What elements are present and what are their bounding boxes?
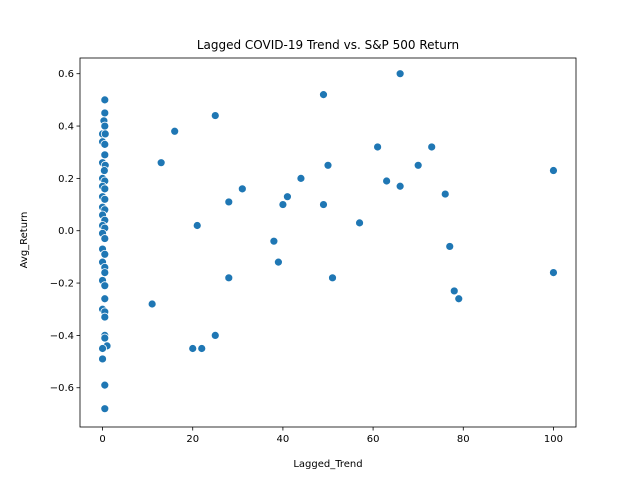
data-point xyxy=(170,126,180,136)
data-point xyxy=(319,90,328,100)
data-point xyxy=(395,69,405,79)
data-point xyxy=(100,150,110,160)
data-point xyxy=(413,160,423,170)
x-axis-label: Lagged_Trend xyxy=(293,459,362,470)
data-point xyxy=(210,111,220,120)
data-point xyxy=(283,192,292,202)
data-point xyxy=(449,286,459,296)
chart-title: Lagged COVID-19 Trend vs. S&P 500 Return xyxy=(197,38,459,52)
y-tick-label: 0.4 xyxy=(58,122,74,133)
axes-frame xyxy=(79,57,577,428)
x-tick-label: 60 xyxy=(367,434,380,445)
data-point xyxy=(100,281,110,291)
data-point xyxy=(100,404,110,414)
x-tick-label: 80 xyxy=(457,434,470,445)
data-point xyxy=(99,166,109,175)
data-point xyxy=(100,194,110,204)
data-point xyxy=(100,234,110,243)
plot-area xyxy=(80,58,576,427)
data-point xyxy=(355,218,364,228)
y-tick-label: −0.6 xyxy=(50,383,74,394)
data-point xyxy=(269,236,279,246)
data-point xyxy=(100,108,110,118)
data-point xyxy=(319,200,328,209)
data-point xyxy=(237,184,247,194)
data-point xyxy=(100,249,110,259)
y-tick-label: 0.6 xyxy=(58,69,74,80)
data-point xyxy=(100,129,110,139)
data-point xyxy=(100,312,110,322)
data-point xyxy=(197,344,207,353)
data-point xyxy=(188,344,198,353)
data-point xyxy=(445,242,455,251)
y-axis-label: Avg_Return xyxy=(19,212,30,269)
data-point xyxy=(373,142,383,152)
data-point xyxy=(100,121,110,131)
data-point xyxy=(549,268,558,277)
x-tick-label: 20 xyxy=(186,434,199,445)
data-point xyxy=(100,333,110,343)
axes-layer: 0 20 40 60 80 100 −0.6 −0.4 −0.2 0.0 0.2 0.4 0.6 xyxy=(50,57,577,445)
data-point xyxy=(224,273,234,283)
data-point xyxy=(273,257,283,267)
y-tick-label: 0.2 xyxy=(58,174,74,185)
data-point xyxy=(323,160,333,170)
y-tick-label: −0.4 xyxy=(50,331,74,342)
data-point xyxy=(100,184,110,194)
data-point xyxy=(296,173,306,183)
data-point xyxy=(98,354,107,364)
data-point xyxy=(210,331,220,340)
data-point xyxy=(382,176,392,186)
points-layer xyxy=(98,69,558,414)
x-tick-label: 0 xyxy=(99,434,105,445)
data-point xyxy=(100,268,110,277)
data-point xyxy=(100,294,110,304)
data-point xyxy=(100,380,110,390)
data-point xyxy=(427,142,437,152)
x-tick-label: 100 xyxy=(544,434,563,445)
data-point xyxy=(454,294,464,304)
y-tick-label: −0.2 xyxy=(50,279,74,290)
data-point xyxy=(192,221,202,230)
data-point xyxy=(549,166,558,175)
data-point xyxy=(147,299,157,309)
y-tick-label: 0.0 xyxy=(58,226,74,237)
data-point xyxy=(328,273,337,283)
plot-background xyxy=(80,58,576,427)
data-point xyxy=(98,344,107,353)
data-point xyxy=(100,95,110,105)
data-point xyxy=(100,139,110,149)
data-point xyxy=(156,158,166,168)
x-tick-label: 40 xyxy=(277,434,290,445)
data-point xyxy=(224,197,234,207)
data-point xyxy=(278,200,288,209)
data-point xyxy=(395,181,405,191)
data-point xyxy=(440,189,450,199)
